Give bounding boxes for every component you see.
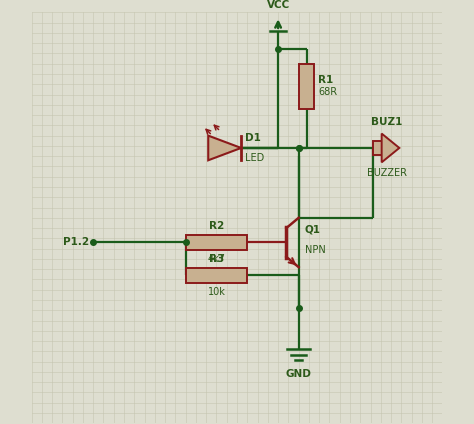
Bar	[373, 140, 382, 155]
Text: GND: GND	[286, 369, 311, 379]
Text: BUZZER: BUZZER	[367, 168, 407, 179]
Text: NPN: NPN	[305, 245, 326, 254]
Polygon shape	[208, 136, 241, 160]
Text: 4k7: 4k7	[208, 254, 226, 264]
Text: LED: LED	[245, 153, 264, 163]
Text: 68R: 68R	[319, 87, 337, 98]
Text: Q1: Q1	[305, 224, 321, 234]
Text: BUZ1: BUZ1	[371, 117, 403, 127]
Text: R3: R3	[209, 254, 224, 264]
Text: D1: D1	[245, 133, 261, 143]
Polygon shape	[382, 134, 399, 162]
Bar	[186, 268, 247, 283]
Text: R2: R2	[209, 221, 224, 231]
Text: 10k: 10k	[208, 287, 226, 297]
Bar	[300, 64, 314, 109]
Text: VCC: VCC	[266, 0, 290, 10]
Text: P1.2: P1.2	[63, 237, 89, 248]
Bar	[186, 235, 247, 250]
Text: R1: R1	[319, 75, 334, 85]
